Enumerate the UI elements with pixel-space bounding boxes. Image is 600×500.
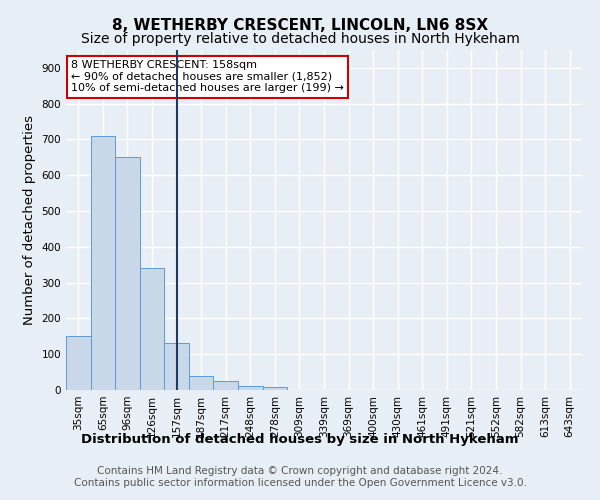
Bar <box>115 158 140 390</box>
Bar <box>66 336 91 390</box>
Bar <box>214 381 238 390</box>
Text: Contains HM Land Registry data © Crown copyright and database right 2024.
Contai: Contains HM Land Registry data © Crown c… <box>74 466 526 487</box>
Text: Size of property relative to detached houses in North Hykeham: Size of property relative to detached ho… <box>80 32 520 46</box>
Bar <box>91 136 115 390</box>
Bar <box>238 386 263 390</box>
Bar <box>263 387 287 390</box>
Text: Distribution of detached houses by size in North Hykeham: Distribution of detached houses by size … <box>81 432 519 446</box>
Text: 8 WETHERBY CRESCENT: 158sqm
← 90% of detached houses are smaller (1,852)
10% of : 8 WETHERBY CRESCENT: 158sqm ← 90% of det… <box>71 60 344 94</box>
Bar <box>164 344 189 390</box>
Text: 8, WETHERBY CRESCENT, LINCOLN, LN6 8SX: 8, WETHERBY CRESCENT, LINCOLN, LN6 8SX <box>112 18 488 32</box>
Y-axis label: Number of detached properties: Number of detached properties <box>23 115 36 325</box>
Bar <box>140 268 164 390</box>
Bar <box>189 376 214 390</box>
